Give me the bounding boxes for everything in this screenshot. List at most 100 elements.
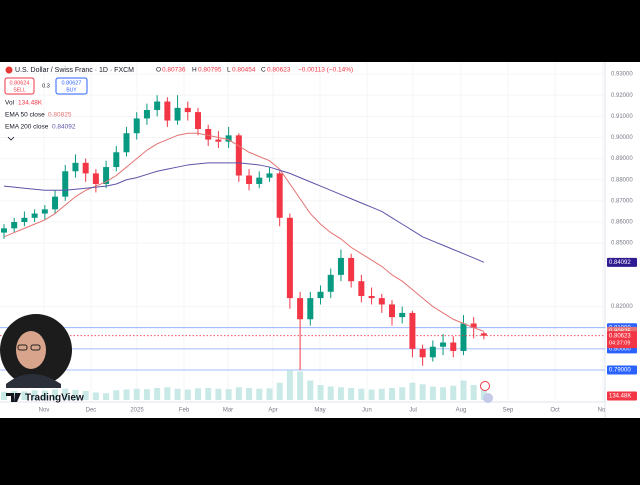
candle-body	[123, 133, 130, 153]
volume-bar	[113, 390, 120, 400]
candle-body	[225, 135, 232, 142]
candle-body	[215, 139, 222, 142]
candle-body	[348, 257, 355, 282]
ema200-value: 0.84092	[52, 124, 76, 131]
candle-body	[82, 162, 89, 174]
volume-bar	[480, 389, 487, 400]
ema50-value: 0.80825	[48, 112, 72, 119]
x-tick-label: Jun	[362, 408, 372, 414]
volume-bar	[470, 385, 477, 400]
y-tick-label: 0.82000	[611, 304, 633, 310]
volume-bar	[41, 390, 48, 400]
volume-bar	[205, 388, 212, 400]
sell-label: SELL	[13, 87, 25, 93]
volume-bar	[123, 389, 130, 400]
candle-body	[276, 173, 283, 218]
x-tick-label: Apr	[268, 408, 277, 414]
x-tick-label: Mar	[223, 408, 233, 414]
candle-body	[21, 217, 28, 223]
volume-bar	[337, 387, 344, 400]
candle-body	[31, 213, 38, 218]
level-tag: 0.80000	[609, 346, 631, 352]
volume-bar	[266, 388, 273, 400]
sell-price: 0.80624	[10, 80, 30, 86]
price-tag: 0.80623	[609, 333, 631, 339]
buy-label: BUY	[66, 87, 77, 93]
webcam-shirt	[6, 374, 61, 388]
candle-body	[327, 274, 334, 292]
candle-body	[143, 109, 150, 119]
y-tick-label: 0.88000	[611, 177, 633, 183]
candle-body	[399, 312, 406, 318]
volume-bar	[72, 389, 79, 400]
sell-button[interactable]	[4, 77, 35, 95]
volume-bar	[358, 388, 365, 400]
candle-body	[92, 173, 99, 184]
y-tick-label: 0.89000	[611, 156, 633, 162]
symbol-icon	[5, 66, 13, 74]
volume-bar	[388, 388, 395, 400]
volume-bar	[399, 387, 406, 400]
x-tick-label: 2025	[130, 408, 144, 414]
volume-bar	[276, 382, 283, 400]
symbol: U.S. Dollar / Swiss Franc · 1D · FXCM	[15, 67, 134, 74]
volume-bar	[256, 388, 263, 400]
candle-body	[480, 333, 487, 336]
candle-body	[184, 107, 191, 113]
buy-button[interactable]	[55, 77, 88, 95]
candle-body	[41, 209, 48, 214]
volume-bar	[440, 387, 447, 400]
volume-bar	[225, 389, 232, 400]
candle-body	[154, 101, 161, 110]
c-label: C	[261, 67, 266, 74]
x-tick-label: Aug	[456, 408, 467, 414]
candle-body	[388, 304, 395, 318]
price-tag-bg	[607, 331, 637, 349]
volume-bar	[62, 388, 69, 400]
candle-body	[317, 291, 324, 299]
level-tag: 0.79000	[609, 368, 631, 374]
candle-body	[164, 101, 171, 121]
legend-collapse[interactable]	[7, 136, 15, 141]
candle-body	[337, 257, 344, 275]
x-tick-label: Oct	[550, 408, 560, 414]
o-value: 0.80736	[162, 67, 186, 74]
x-tick-label: May	[314, 408, 325, 414]
candle-body	[62, 171, 69, 197]
candle-body	[256, 177, 263, 184]
y-tick-label: 0.90000	[611, 135, 633, 141]
candle-body	[113, 152, 120, 168]
candle-body	[419, 348, 426, 358]
volume-bar	[164, 387, 171, 400]
candle-body	[0, 228, 7, 233]
l-value: 0.80454	[232, 67, 256, 74]
volume-bar	[368, 389, 375, 400]
candle-body	[460, 323, 467, 351]
tv-logo	[6, 393, 21, 402]
y-tick-label: 0.93000	[611, 72, 633, 78]
volume-bar	[103, 393, 110, 400]
webcam-glasses	[30, 344, 41, 351]
candle-body	[368, 296, 375, 299]
alert-icon[interactable]	[480, 381, 490, 391]
ema200-label: EMA 200 close	[5, 124, 49, 131]
spread: 0.3	[42, 83, 50, 89]
volume-bar	[133, 388, 140, 400]
volume-bar	[307, 380, 314, 400]
volume-bar	[21, 391, 28, 400]
candle-body	[378, 298, 385, 305]
volume-bar	[378, 388, 385, 400]
volume-bar	[327, 386, 334, 400]
candle-body	[297, 298, 304, 320]
volume-bar	[52, 389, 59, 400]
branding: TradingView	[25, 393, 84, 404]
volume-bar	[286, 370, 293, 400]
flag-icon	[483, 393, 493, 403]
ema-line	[3, 162, 485, 263]
candle-body	[266, 173, 273, 178]
volume-bar	[429, 386, 436, 400]
volume-bar	[184, 389, 191, 400]
volume-bar	[348, 388, 355, 400]
candle-body	[52, 196, 59, 210]
